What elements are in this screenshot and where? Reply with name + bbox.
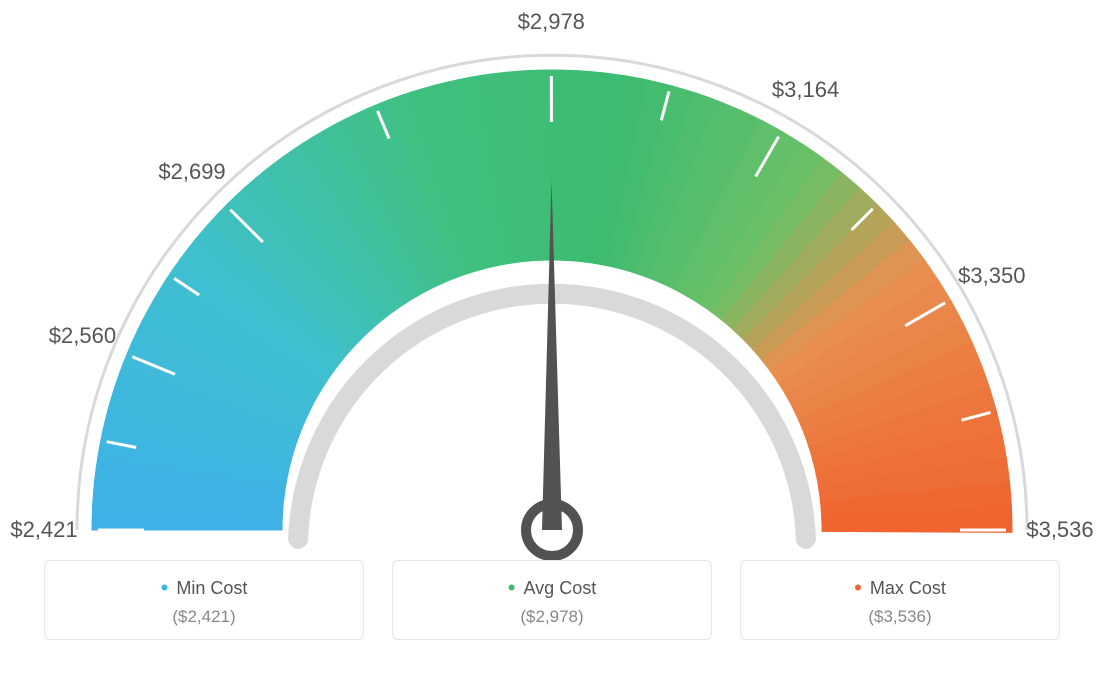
legend-title-min: Min Cost [45,575,363,601]
gauge-tick-label: $3,350 [958,263,1025,289]
gauge-tick-label: $2,699 [158,159,225,185]
legend-row: Min Cost ($2,421) Avg Cost ($2,978) Max … [0,560,1104,640]
gauge-svg [0,0,1104,560]
gauge-tick-label: $3,164 [772,77,839,103]
legend-value-avg: ($2,978) [393,607,711,627]
gauge-tick-label: $2,421 [10,517,77,543]
gauge-tick-label: $2,978 [518,9,585,35]
gauge-tick-label: $3,536 [1026,517,1093,543]
legend-value-min: ($2,421) [45,607,363,627]
gauge-chart: $2,421 $2,560 $2,699 $2,978 $3,164 $3,350 $3,5… [0,0,1104,560]
legend-title-max: Max Cost [741,575,1059,601]
legend-card-avg: Avg Cost ($2,978) [392,560,712,640]
legend-card-max: Max Cost ($3,536) [740,560,1060,640]
gauge-tick-label: $2,560 [49,323,116,349]
legend-card-min: Min Cost ($2,421) [44,560,364,640]
legend-value-max: ($3,536) [741,607,1059,627]
legend-title-avg: Avg Cost [393,575,711,601]
